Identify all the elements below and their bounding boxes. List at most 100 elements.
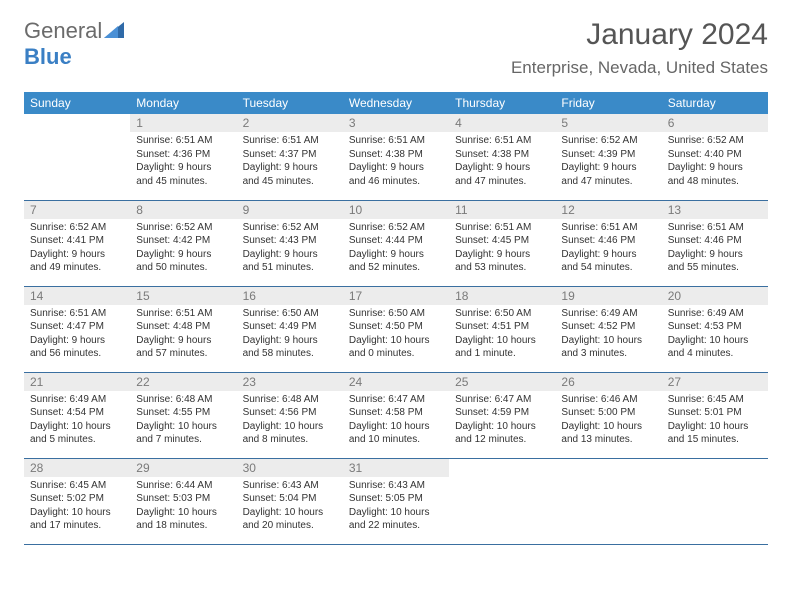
day-number: 3 (343, 114, 449, 132)
calendar-cell: 21Sunrise: 6:49 AMSunset: 4:54 PMDayligh… (24, 372, 130, 458)
cell-body: Sunrise: 6:51 AMSunset: 4:46 PMDaylight:… (662, 219, 768, 279)
daylight-text: Daylight: 10 hours and 5 minutes. (30, 420, 124, 447)
sunset-text: Sunset: 4:38 PM (349, 148, 443, 162)
cell-body: Sunrise: 6:52 AMSunset: 4:43 PMDaylight:… (237, 219, 343, 279)
sunrise-text: Sunrise: 6:52 AM (30, 221, 124, 235)
daylight-text: Daylight: 10 hours and 8 minutes. (243, 420, 337, 447)
day-number: 8 (130, 201, 236, 219)
sunset-text: Sunset: 4:41 PM (30, 234, 124, 248)
day-number: 21 (24, 373, 130, 391)
cell-body: Sunrise: 6:52 AMSunset: 4:41 PMDaylight:… (24, 219, 130, 279)
cell-body: Sunrise: 6:49 AMSunset: 4:54 PMDaylight:… (24, 391, 130, 451)
daylight-text: Daylight: 9 hours and 48 minutes. (668, 161, 762, 188)
sunset-text: Sunset: 4:45 PM (455, 234, 549, 248)
cell-body: Sunrise: 6:50 AMSunset: 4:51 PMDaylight:… (449, 305, 555, 365)
day-number (555, 459, 661, 477)
cell-body: Sunrise: 6:47 AMSunset: 4:58 PMDaylight:… (343, 391, 449, 451)
daylight-text: Daylight: 9 hours and 51 minutes. (243, 248, 337, 275)
daylight-text: Daylight: 10 hours and 22 minutes. (349, 506, 443, 533)
cell-body: Sunrise: 6:51 AMSunset: 4:48 PMDaylight:… (130, 305, 236, 365)
day-number: 29 (130, 459, 236, 477)
calendar-cell: 11Sunrise: 6:51 AMSunset: 4:45 PMDayligh… (449, 200, 555, 286)
daylight-text: Daylight: 10 hours and 7 minutes. (136, 420, 230, 447)
daylight-text: Daylight: 9 hours and 52 minutes. (349, 248, 443, 275)
cell-body: Sunrise: 6:43 AMSunset: 5:04 PMDaylight:… (237, 477, 343, 537)
day-number: 19 (555, 287, 661, 305)
sunset-text: Sunset: 4:55 PM (136, 406, 230, 420)
cell-body: Sunrise: 6:51 AMSunset: 4:38 PMDaylight:… (449, 132, 555, 192)
cell-body: Sunrise: 6:52 AMSunset: 4:42 PMDaylight:… (130, 219, 236, 279)
daylight-text: Daylight: 9 hours and 50 minutes. (136, 248, 230, 275)
calendar-cell: 23Sunrise: 6:48 AMSunset: 4:56 PMDayligh… (237, 372, 343, 458)
sunset-text: Sunset: 4:51 PM (455, 320, 549, 334)
calendar-cell: 9Sunrise: 6:52 AMSunset: 4:43 PMDaylight… (237, 200, 343, 286)
day-number: 30 (237, 459, 343, 477)
sunrise-text: Sunrise: 6:52 AM (668, 134, 762, 148)
cell-body: Sunrise: 6:51 AMSunset: 4:36 PMDaylight:… (130, 132, 236, 192)
daylight-text: Daylight: 9 hours and 53 minutes. (455, 248, 549, 275)
sunrise-text: Sunrise: 6:48 AM (136, 393, 230, 407)
calendar-cell: 12Sunrise: 6:51 AMSunset: 4:46 PMDayligh… (555, 200, 661, 286)
sunrise-text: Sunrise: 6:48 AM (243, 393, 337, 407)
calendar-cell: 7Sunrise: 6:52 AMSunset: 4:41 PMDaylight… (24, 200, 130, 286)
sunset-text: Sunset: 4:38 PM (455, 148, 549, 162)
day-number (449, 459, 555, 477)
day-number: 26 (555, 373, 661, 391)
day-number: 5 (555, 114, 661, 132)
calendar-cell: 31Sunrise: 6:43 AMSunset: 5:05 PMDayligh… (343, 458, 449, 544)
daylight-text: Daylight: 10 hours and 0 minutes. (349, 334, 443, 361)
sunrise-text: Sunrise: 6:51 AM (349, 134, 443, 148)
weekday-header: Wednesday (343, 92, 449, 114)
weekday-row: Sunday Monday Tuesday Wednesday Thursday… (24, 92, 768, 114)
cell-body: Sunrise: 6:49 AMSunset: 4:52 PMDaylight:… (555, 305, 661, 365)
sunrise-text: Sunrise: 6:43 AM (349, 479, 443, 493)
sunset-text: Sunset: 4:46 PM (668, 234, 762, 248)
cell-body: Sunrise: 6:51 AMSunset: 4:47 PMDaylight:… (24, 305, 130, 365)
day-number: 10 (343, 201, 449, 219)
day-number: 6 (662, 114, 768, 132)
calendar-cell (449, 458, 555, 544)
daylight-text: Daylight: 10 hours and 17 minutes. (30, 506, 124, 533)
header: General Blue January 2024 Enterprise, Ne… (24, 18, 768, 78)
cell-body: Sunrise: 6:51 AMSunset: 4:38 PMDaylight:… (343, 132, 449, 192)
sunset-text: Sunset: 4:42 PM (136, 234, 230, 248)
daylight-text: Daylight: 9 hours and 57 minutes. (136, 334, 230, 361)
daylight-text: Daylight: 9 hours and 46 minutes. (349, 161, 443, 188)
daylight-text: Daylight: 9 hours and 47 minutes. (455, 161, 549, 188)
month-title: January 2024 (511, 18, 768, 52)
daylight-text: Daylight: 10 hours and 20 minutes. (243, 506, 337, 533)
brand-part1: General (24, 18, 102, 43)
calendar-head: Sunday Monday Tuesday Wednesday Thursday… (24, 92, 768, 114)
cell-body: Sunrise: 6:45 AMSunset: 5:02 PMDaylight:… (24, 477, 130, 537)
sunrise-text: Sunrise: 6:52 AM (349, 221, 443, 235)
day-number: 15 (130, 287, 236, 305)
day-number: 17 (343, 287, 449, 305)
sunset-text: Sunset: 4:39 PM (561, 148, 655, 162)
calendar-cell: 28Sunrise: 6:45 AMSunset: 5:02 PMDayligh… (24, 458, 130, 544)
sunrise-text: Sunrise: 6:45 AM (30, 479, 124, 493)
calendar-cell: 22Sunrise: 6:48 AMSunset: 4:55 PMDayligh… (130, 372, 236, 458)
day-number (662, 459, 768, 477)
cell-body: Sunrise: 6:43 AMSunset: 5:05 PMDaylight:… (343, 477, 449, 537)
day-number: 13 (662, 201, 768, 219)
sunrise-text: Sunrise: 6:51 AM (243, 134, 337, 148)
daylight-text: Daylight: 10 hours and 12 minutes. (455, 420, 549, 447)
sunrise-text: Sunrise: 6:51 AM (30, 307, 124, 321)
day-number: 18 (449, 287, 555, 305)
daylight-text: Daylight: 9 hours and 49 minutes. (30, 248, 124, 275)
sunrise-text: Sunrise: 6:49 AM (561, 307, 655, 321)
calendar-cell: 6Sunrise: 6:52 AMSunset: 4:40 PMDaylight… (662, 114, 768, 200)
sunset-text: Sunset: 4:37 PM (243, 148, 337, 162)
cell-body: Sunrise: 6:51 AMSunset: 4:46 PMDaylight:… (555, 219, 661, 279)
calendar-cell: 26Sunrise: 6:46 AMSunset: 5:00 PMDayligh… (555, 372, 661, 458)
sunset-text: Sunset: 4:43 PM (243, 234, 337, 248)
cell-body: Sunrise: 6:51 AMSunset: 4:37 PMDaylight:… (237, 132, 343, 192)
cell-body: Sunrise: 6:47 AMSunset: 4:59 PMDaylight:… (449, 391, 555, 451)
daylight-text: Daylight: 9 hours and 55 minutes. (668, 248, 762, 275)
calendar-cell: 1Sunrise: 6:51 AMSunset: 4:36 PMDaylight… (130, 114, 236, 200)
calendar-cell: 10Sunrise: 6:52 AMSunset: 4:44 PMDayligh… (343, 200, 449, 286)
calendar-cell: 2Sunrise: 6:51 AMSunset: 4:37 PMDaylight… (237, 114, 343, 200)
day-number: 25 (449, 373, 555, 391)
sunrise-text: Sunrise: 6:45 AM (668, 393, 762, 407)
day-number: 12 (555, 201, 661, 219)
